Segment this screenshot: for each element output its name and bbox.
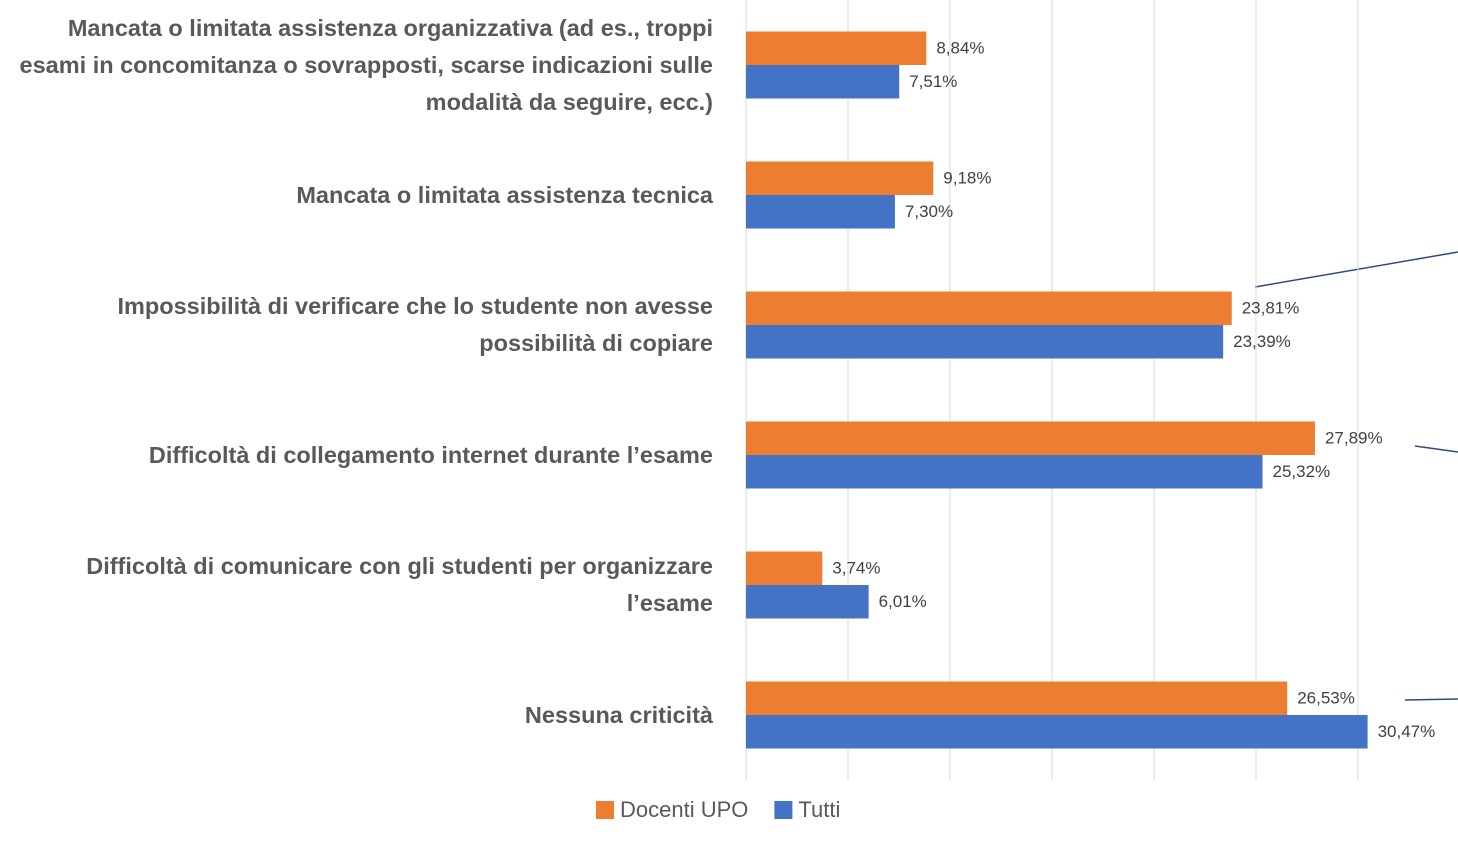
category-label: Nessuna criticità [524,701,713,728]
value-label: 9,18% [943,169,991,188]
value-label: 7,30% [905,202,953,221]
value-label: 8,84% [936,39,984,58]
legend-swatch [596,801,614,819]
bar [746,551,823,585]
leader-line [1404,698,1458,701]
value-label: 27,89% [1325,429,1383,448]
value-label: 25,32% [1273,462,1331,481]
bar [746,585,869,619]
value-label: 23,81% [1242,299,1300,318]
leader-line [1254,251,1458,288]
legend-label: Docenti UPO [620,797,748,822]
category-label: Mancata o limitata assistenza tecnica [296,181,713,208]
leader-line [1414,445,1458,453]
category-label: Difficoltà di collegamento internet dura… [148,441,713,468]
value-label: 3,74% [832,559,880,578]
bar [746,421,1315,455]
bar [746,681,1288,715]
value-label: 7,51% [909,72,957,91]
bar [746,65,900,99]
category-label: Mancata o limitata assistenza organizzat… [19,14,713,115]
bar [746,291,1232,325]
bar [746,715,1368,749]
category-label: Difficoltà di comunicare con gli student… [86,553,713,616]
value-label: 6,01% [879,592,927,611]
bar [746,161,934,195]
bar [746,455,1263,489]
legend-label: Tutti [798,797,840,822]
value-label: 23,39% [1233,332,1291,351]
bar [746,31,927,65]
bar [746,195,895,229]
leader-lines [1254,251,1458,701]
value-label: 30,47% [1378,722,1436,741]
bar [746,325,1224,359]
category-label: Impossibilità di verificare che lo stude… [117,293,713,356]
legend-swatch [774,801,793,819]
value-label: 26,53% [1297,689,1355,708]
